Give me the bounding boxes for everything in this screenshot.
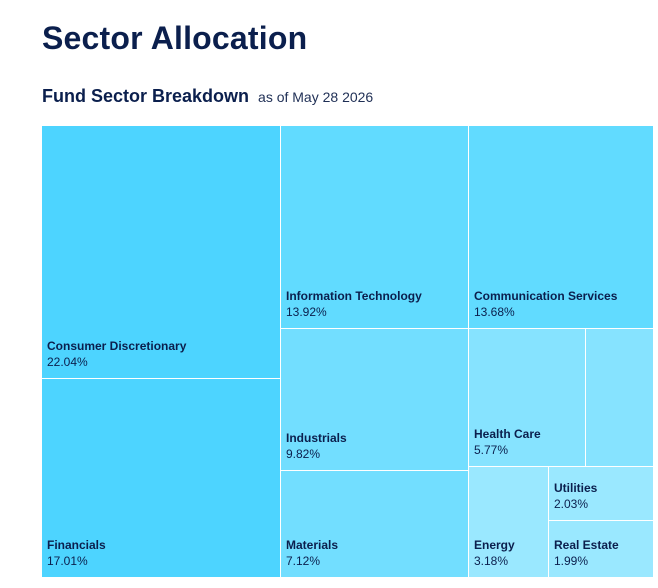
tile-sector-percent: 5.77%: [474, 443, 509, 457]
tile-label: Financials 17.01%: [47, 537, 106, 569]
tile-label: Health Care 5.77%: [474, 426, 541, 458]
sector-treemap: Consumer Discretionary 22.04% Financials 17…: [42, 126, 658, 578]
tile-label: Industrials 9.82%: [286, 430, 347, 462]
tile-sector-name: Financials: [47, 538, 106, 552]
tile-label: Utilities 2.03%: [554, 480, 597, 512]
treemap-tile-health-care[interactable]: Health Care 5.77%: [469, 329, 586, 467]
tile-sector-name: Industrials: [286, 431, 347, 445]
tile-sector-percent: 22.04%: [47, 355, 88, 369]
tile-sector-percent: 17.01%: [47, 554, 88, 568]
tile-sector-percent: 3.18%: [474, 554, 509, 568]
chart-header: Fund Sector Breakdown as of May 28 2026: [42, 86, 373, 107]
tile-sector-name: Utilities: [554, 481, 598, 495]
tile-sector-percent: 7.12%: [286, 554, 321, 568]
tile-sector-name: Information Technology: [286, 289, 422, 303]
tile-label: Energy 3.18%: [474, 537, 515, 569]
treemap-tile-materials[interactable]: Materials 7.12%: [281, 471, 469, 578]
treemap-tile-energy[interactable]: Energy 3.18%: [469, 467, 549, 578]
tile-sector-percent: 13.92%: [286, 305, 327, 319]
treemap-tile-unlabeled-7[interactable]: [586, 329, 654, 467]
treemap-tile-utilities[interactable]: Utilities 2.03%: [549, 467, 654, 521]
tile-label: Real Estate 1.99%: [554, 537, 619, 569]
tile-label: Materials 7.12%: [286, 537, 338, 569]
tile-sector-name: Communication Services: [474, 289, 618, 303]
tile-sector-name: Health Care: [474, 427, 541, 441]
tile-sector-name: Real Estate: [554, 538, 619, 552]
tile-label: Information Technology 13.92%: [286, 288, 422, 320]
treemap-tile-consumer-discretionary[interactable]: Consumer Discretionary 22.04%: [42, 126, 281, 379]
tile-label: Consumer Discretionary 22.04%: [47, 338, 186, 370]
treemap-tile-real-estate[interactable]: Real Estate 1.99%: [549, 521, 654, 578]
tile-sector-percent: 13.68%: [474, 305, 515, 319]
treemap-tile-communication-services[interactable]: Communication Services 13.68%: [469, 126, 654, 329]
treemap-tile-financials[interactable]: Financials 17.01%: [42, 379, 281, 578]
tile-sector-percent: 2.03%: [554, 497, 589, 511]
chart-title: Fund Sector Breakdown: [42, 86, 250, 106]
tile-sector-percent: 9.82%: [286, 447, 321, 461]
as-of-date: as of May 28 2026: [258, 89, 374, 105]
tile-sector-name: Materials: [286, 538, 339, 552]
treemap-tile-information-technology[interactable]: Information Technology 13.92%: [281, 126, 469, 329]
tile-sector-name: Energy: [474, 538, 515, 552]
tile-label: Communication Services 13.68%: [474, 288, 617, 320]
page-title: Sector Allocation: [42, 20, 308, 56]
tile-sector-name: Consumer Discretionary: [47, 339, 187, 353]
treemap-tile-industrials[interactable]: Industrials 9.82%: [281, 329, 469, 471]
tile-sector-percent: 1.99%: [554, 554, 589, 568]
